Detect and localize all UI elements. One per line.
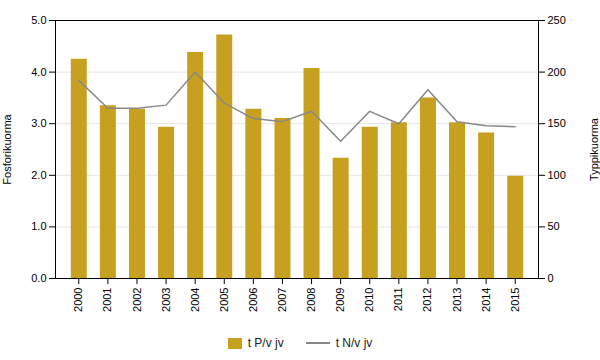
svg-text:2.0: 2.0 xyxy=(31,169,46,181)
svg-text:50: 50 xyxy=(548,220,560,232)
svg-text:2011: 2011 xyxy=(392,288,404,312)
svg-text:2010: 2010 xyxy=(363,288,375,312)
svg-text:250: 250 xyxy=(548,14,566,26)
svg-text:2015: 2015 xyxy=(509,288,521,312)
svg-text:Typpikuorma: Typpikuorma xyxy=(588,117,600,181)
svg-text:200: 200 xyxy=(548,66,566,78)
svg-text:2001: 2001 xyxy=(101,288,113,312)
svg-text:2002: 2002 xyxy=(130,288,142,312)
svg-text:Fosforikuorma: Fosforikuorma xyxy=(1,113,13,184)
svg-text:4.0: 4.0 xyxy=(31,66,46,78)
svg-text:2003: 2003 xyxy=(160,288,172,312)
html-text:t N/v jv: t N/v jv xyxy=(335,336,373,350)
svg-text:2000: 2000 xyxy=(72,288,84,312)
svg-text:2005: 2005 xyxy=(218,288,230,312)
svg-text:5.0: 5.0 xyxy=(31,14,46,26)
svg-text:2007: 2007 xyxy=(276,288,288,312)
svg-text:2008: 2008 xyxy=(305,288,317,312)
svg-text:100: 100 xyxy=(548,169,566,181)
svg-text:0.0: 0.0 xyxy=(31,272,46,284)
svg-text:2009: 2009 xyxy=(334,288,346,312)
html-text:t P/v jv: t P/v jv xyxy=(247,336,284,350)
svg-text:2012: 2012 xyxy=(421,288,433,312)
svg-text:2004: 2004 xyxy=(189,288,201,312)
svg-text:150: 150 xyxy=(548,117,566,129)
svg-text:2013: 2013 xyxy=(451,288,463,312)
svg-text:3.0: 3.0 xyxy=(31,117,46,129)
svg-text:2014: 2014 xyxy=(480,288,492,312)
svg-text:0: 0 xyxy=(548,272,554,284)
svg-text:2006: 2006 xyxy=(247,288,259,312)
svg-text:1.0: 1.0 xyxy=(31,220,46,232)
